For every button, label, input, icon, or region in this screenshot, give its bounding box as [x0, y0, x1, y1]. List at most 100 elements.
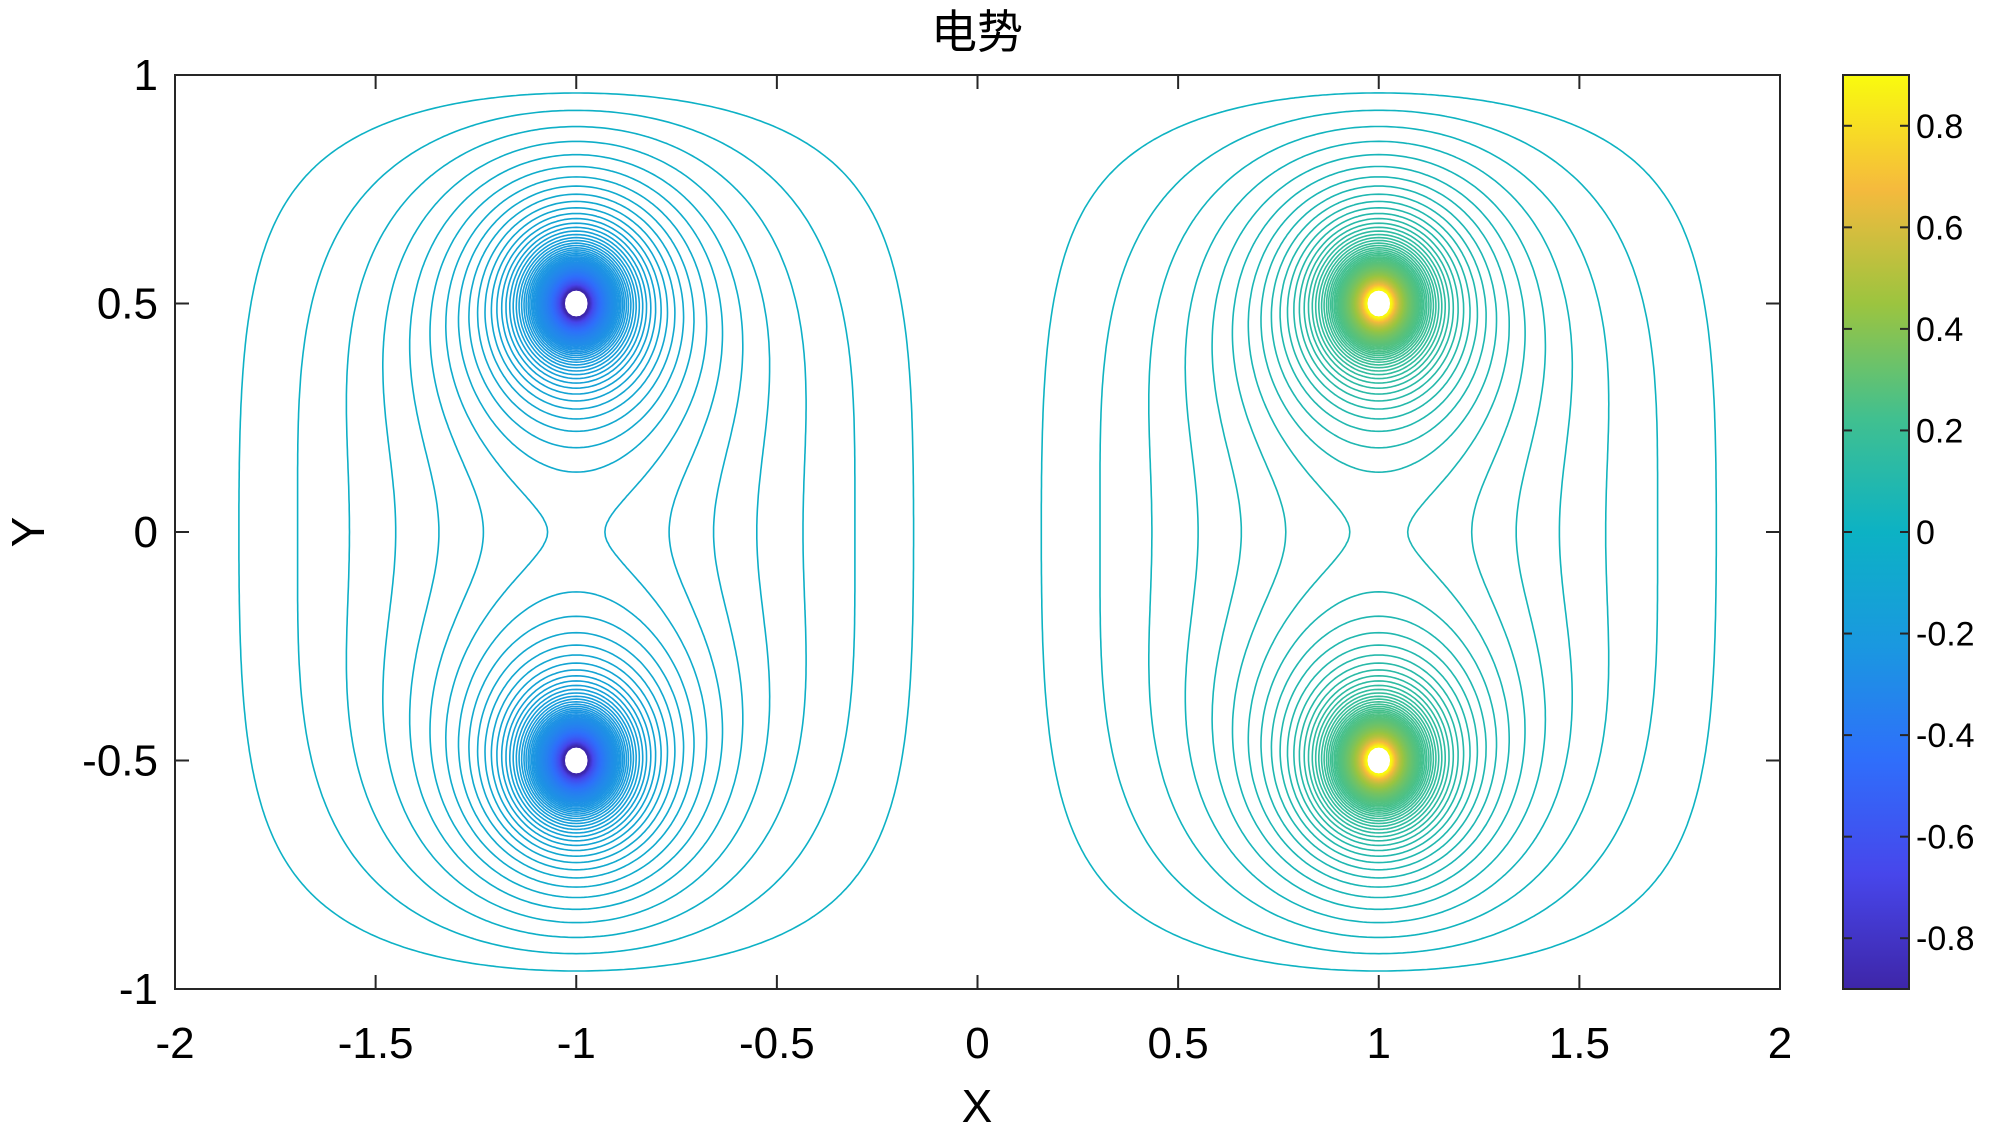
x-tick-label: -1 [557, 1019, 596, 1068]
contour-level [505, 226, 648, 838]
x-tick-label: -2 [155, 1019, 194, 1068]
x-tick-label: 1 [1367, 1019, 1391, 1068]
contour-level [520, 242, 632, 822]
x-tick-label: 1.5 [1549, 1019, 1610, 1068]
contour-level [1327, 247, 1430, 817]
contour-level [1303, 222, 1455, 842]
contour-level [1279, 200, 1479, 864]
contour-level [1040, 92, 1718, 972]
x-tick-label: 2 [1768, 1019, 1792, 1068]
contour-level [445, 176, 708, 888]
contour-level [382, 140, 771, 924]
colorbar-tick-label: -0.8 [1916, 920, 1975, 958]
colorbar-tick-label: 0.4 [1916, 311, 1963, 349]
contour-level [536, 258, 617, 806]
contour-level [1270, 193, 1487, 871]
contour-level [1365, 289, 1392, 775]
contour-level [535, 257, 618, 807]
contour-level [496, 217, 657, 847]
contour-level [1148, 125, 1610, 939]
colorbar-gradient [1842, 74, 1910, 990]
colorbar-tick-label: 0.8 [1916, 108, 1963, 146]
contour-level [1344, 264, 1414, 800]
x-tick-label: -1.5 [338, 1019, 414, 1068]
contour-level [1247, 176, 1510, 888]
contour-level [529, 251, 624, 813]
contour-level [408, 153, 744, 911]
contour-level [1260, 185, 1498, 879]
contour-level [539, 262, 613, 802]
contour-level [509, 230, 644, 834]
plot-area [175, 75, 1780, 989]
y-tick-label: 0 [134, 508, 158, 557]
contour-level [1345, 265, 1413, 799]
contour-level [1341, 261, 1417, 803]
contour-level [238, 92, 915, 972]
contour-level [484, 207, 669, 857]
y-tick-label: -1 [119, 965, 158, 1014]
contour-level [537, 260, 615, 804]
contour-level [1336, 256, 1422, 808]
contour-level [1099, 109, 1659, 955]
contour-level [429, 165, 724, 899]
colorbar-tick-label: 0 [1916, 514, 1935, 552]
contour-level [490, 212, 662, 852]
contour-level [476, 200, 676, 864]
contour-level [468, 193, 685, 871]
contour-level [1340, 260, 1418, 804]
chart-title: 电势 [931, 5, 1023, 59]
contour-level [1286, 207, 1471, 857]
y-tick-label: 1 [134, 51, 158, 100]
contour-lines [238, 92, 1718, 972]
contour-level [1298, 217, 1459, 847]
contour-level [1320, 239, 1437, 825]
y-axis: -1 -0.5 0 0.5 1 [82, 51, 1780, 1014]
contour-level [1314, 233, 1443, 831]
contour-level [541, 264, 611, 800]
contour-level [1318, 236, 1440, 828]
contour-level [1307, 226, 1450, 838]
contour-level [563, 289, 590, 775]
contour-level [1311, 230, 1446, 834]
x-axis: -2 -1.5 -1 -0.5 0 0.5 1 1.5 2 [155, 75, 1792, 1068]
colorbar-tick-label: -0.4 [1916, 717, 1975, 755]
contour-level [527, 249, 626, 815]
colorbar-tick-label: -0.6 [1916, 819, 1975, 857]
contour-level [1231, 165, 1526, 899]
contour-level [1325, 244, 1432, 820]
colorbar-tick-label: 0.6 [1916, 209, 1963, 247]
colorbar: -0.8 -0.6 -0.4 -0.2 0 0.2 0.4 0.6 0.8 [1842, 74, 1975, 990]
contour-level [540, 263, 612, 801]
contour-level [1329, 249, 1428, 815]
contour-level [1293, 212, 1465, 852]
contour-level [538, 261, 614, 803]
y-tick-label: -0.5 [82, 737, 158, 786]
contour-level [530, 252, 622, 812]
contour-level [345, 125, 807, 939]
contour-level [523, 244, 630, 820]
y-tick-label: 0.5 [97, 280, 158, 329]
contour-level [1323, 242, 1435, 822]
contour-level [518, 239, 635, 825]
x-tick-label: 0 [965, 1019, 989, 1068]
contour-level [1338, 258, 1419, 806]
contour-level [500, 222, 652, 842]
contour-level [457, 185, 695, 879]
contour-level [515, 236, 637, 828]
contour-level [1211, 153, 1547, 911]
contour-level [296, 109, 856, 955]
contour-level [533, 256, 619, 808]
contour-level [1184, 140, 1574, 924]
contour-level [542, 265, 610, 799]
colorbar-tick-label: 0.2 [1916, 412, 1963, 450]
colorbar-ticks: -0.8 -0.6 -0.4 -0.2 0 0.2 0.4 0.6 0.8 [1843, 108, 1975, 958]
x-tick-label: 0.5 [1148, 1019, 1209, 1068]
contour-level [525, 247, 628, 817]
contour-level [1333, 252, 1425, 812]
colorbar-tick-label: -0.2 [1916, 616, 1975, 654]
contour-level [1342, 262, 1416, 802]
x-tick-label: -0.5 [739, 1019, 815, 1068]
contour-level [1334, 254, 1423, 810]
contour-level [532, 254, 621, 810]
